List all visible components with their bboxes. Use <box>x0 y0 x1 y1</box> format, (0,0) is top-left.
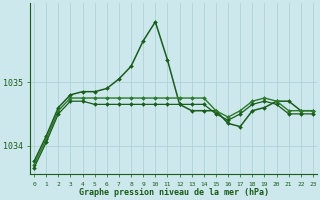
X-axis label: Graphe pression niveau de la mer (hPa): Graphe pression niveau de la mer (hPa) <box>78 188 268 197</box>
